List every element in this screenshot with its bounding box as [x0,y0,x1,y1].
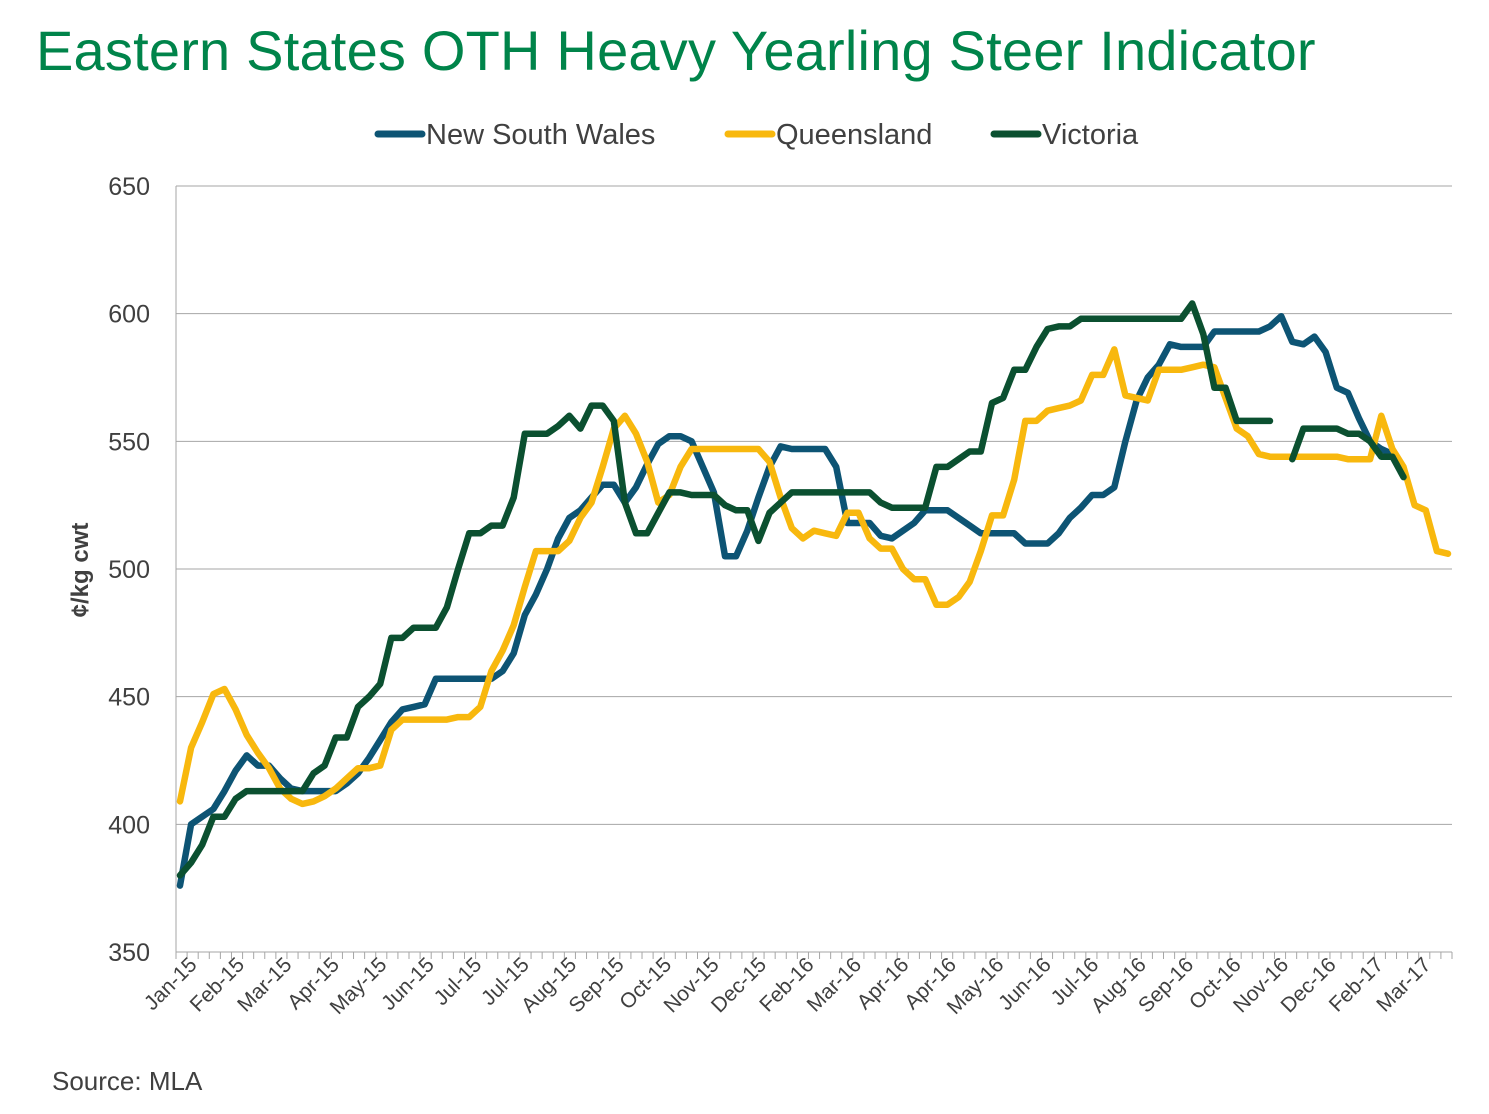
source-note: Source: MLA [52,1066,203,1096]
legend-label-1: New South Wales [426,119,655,151]
y-tick-label: 650 [108,173,150,201]
series-lines [176,300,1452,889]
y-tick-label: 550 [108,428,150,456]
x-tick-label: Mar-16 [803,953,866,1016]
y-tick-label: 450 [108,684,150,712]
y-axis-label: ¢/kg cwt [67,523,94,618]
y-tick-label: 400 [108,811,150,839]
y-tick-label: 350 [108,939,150,967]
y-tick-label: 600 [108,301,150,329]
series-line-1 [176,312,1396,889]
x-tick-label: Jul-15 [430,953,487,1010]
x-tick-label: Jun-16 [994,953,1056,1015]
y-tick-labels: 350 400 450 500 550 600 650 [108,173,150,967]
gridlines [176,185,1452,825]
x-tick-label: Apr-16 [853,953,914,1014]
x-tick-label: Mar-15 [233,953,296,1016]
chart-title: Eastern States OTH Heavy Yearling Steer … [36,19,1316,82]
series-line-2 [176,346,1452,808]
series-line-3 [176,300,1407,879]
y-tick-label: 500 [108,556,150,584]
x-tick-label: Mar-17 [1372,953,1435,1016]
legend: New South Wales Queensland Victoria [374,119,1139,151]
legend-label-3: Victoria [1042,119,1139,151]
legend-label-2: Queensland [776,119,932,151]
x-tick-label: Jun-15 [377,953,439,1015]
axes [175,186,1453,959]
x-tick-labels: Jan-15Feb-15Mar-15Apr-15May-15Jun-15Jul-… [140,953,1436,1019]
